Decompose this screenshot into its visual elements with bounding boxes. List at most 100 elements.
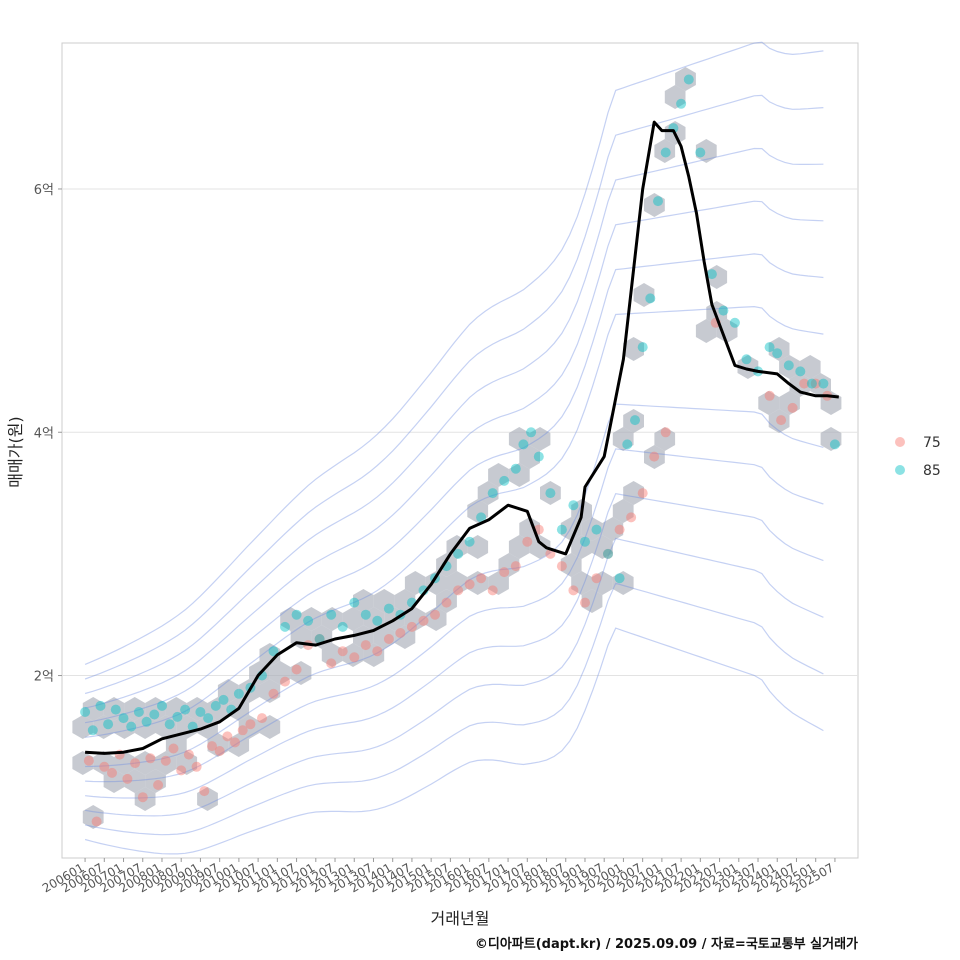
point-75	[145, 753, 156, 764]
point-75	[430, 609, 440, 620]
hex-bin	[654, 427, 676, 451]
point-75	[360, 640, 371, 651]
hex-bin	[540, 481, 561, 505]
hex-bin	[768, 337, 790, 361]
legend: 75 85	[895, 435, 941, 479]
point-75	[556, 561, 567, 572]
hex-bin	[623, 337, 644, 361]
hex-bin	[228, 733, 250, 757]
point-85	[118, 713, 129, 724]
point-75	[580, 597, 590, 608]
point-85	[718, 305, 729, 316]
point-75	[764, 390, 775, 401]
point-85	[87, 725, 98, 736]
point-75	[291, 664, 302, 675]
point-85	[195, 707, 206, 717]
hex-bin	[280, 607, 301, 631]
point-85	[337, 621, 348, 632]
hex-bin	[644, 193, 665, 217]
hex-bin	[706, 265, 728, 289]
hex-bin	[779, 391, 800, 415]
point-75	[395, 628, 406, 638]
hex-bin	[488, 463, 509, 487]
hex-bin	[571, 535, 592, 559]
point-75	[268, 688, 279, 699]
point-85	[603, 548, 613, 559]
hex-bin	[72, 751, 94, 775]
point-75	[199, 786, 210, 797]
hex-bin	[592, 535, 613, 559]
hex-bin	[165, 697, 187, 721]
hex-bin	[186, 697, 208, 721]
point-75	[222, 731, 233, 742]
hex-bin	[633, 283, 655, 307]
point-85	[103, 719, 114, 730]
hex-bin	[373, 589, 395, 613]
point-85	[695, 147, 706, 158]
hex-bin	[654, 139, 676, 163]
point-75	[83, 755, 94, 766]
hex-bin	[363, 607, 385, 631]
hex-bin	[404, 607, 426, 631]
hex-bin	[581, 589, 603, 613]
density-contour	[84, 582, 824, 836]
point-85	[141, 716, 152, 727]
point-85	[653, 196, 663, 207]
hex-bin	[737, 355, 759, 379]
density-contour	[85, 403, 824, 768]
hex-bin	[145, 769, 166, 793]
hex-bin	[695, 139, 717, 163]
hex-bin	[353, 589, 374, 613]
point-75	[418, 615, 429, 626]
point-75	[637, 488, 648, 499]
point-85	[630, 415, 640, 426]
point-75	[591, 573, 602, 584]
hex-bin	[103, 697, 125, 721]
point-85	[326, 609, 337, 620]
point-85	[729, 317, 740, 328]
point-75	[107, 767, 117, 778]
point-85	[510, 463, 521, 474]
point-75	[522, 536, 533, 547]
hex-bin	[560, 517, 582, 541]
scatter-points	[80, 74, 840, 827]
point-75	[476, 573, 487, 584]
hex-bin	[446, 571, 468, 595]
point-85	[464, 536, 475, 547]
hex-bin	[436, 589, 457, 613]
density-contour	[84, 627, 824, 855]
hex-bin	[155, 715, 177, 739]
point-85	[772, 348, 783, 359]
point-75	[176, 765, 187, 776]
point-75	[441, 597, 452, 608]
hex-bin	[301, 607, 322, 631]
hex-bin	[394, 625, 416, 649]
point-75	[487, 585, 498, 596]
point-85	[360, 609, 371, 620]
point-85	[268, 646, 279, 657]
hex-bin	[321, 643, 343, 667]
hex-bin	[529, 427, 551, 451]
legend-label-75: 75	[923, 435, 941, 451]
point-75	[372, 646, 383, 657]
point-85	[203, 713, 214, 724]
point-75	[337, 646, 348, 657]
hex-bin	[768, 409, 790, 433]
hex-bin	[134, 751, 156, 775]
hex-bin	[165, 733, 187, 757]
point-75	[499, 567, 510, 578]
point-85	[95, 700, 106, 711]
point-85	[453, 548, 464, 559]
point-85	[614, 573, 625, 584]
point-75	[776, 415, 787, 426]
density-contours	[84, 41, 824, 855]
point-75	[464, 579, 475, 590]
point-85	[180, 704, 191, 715]
point-85	[683, 74, 694, 85]
point-85	[806, 378, 817, 389]
x-axis-title: 거래년월	[431, 909, 490, 928]
hex-bin	[134, 715, 156, 739]
hex-bin	[207, 697, 229, 721]
point-85	[499, 475, 510, 486]
point-75	[453, 585, 464, 596]
